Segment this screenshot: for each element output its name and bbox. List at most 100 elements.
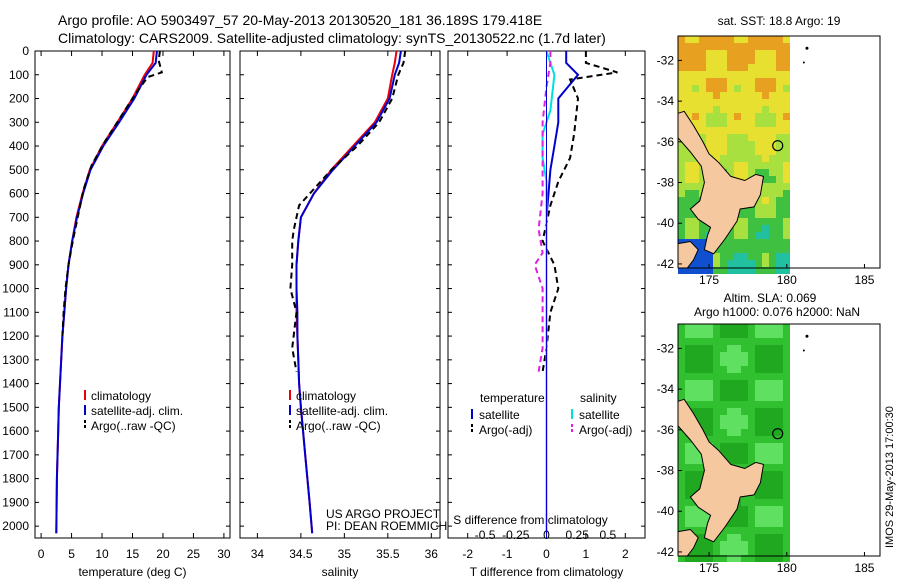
x-tick-label-temperature: 0 <box>38 547 45 561</box>
y-tick-label: 1400 <box>2 377 29 391</box>
x-tick-label-temperature: 25 <box>187 547 201 561</box>
legend-header-temperature: temperature <box>480 391 545 405</box>
map-y-tick-label: -40 <box>657 216 675 230</box>
kermadec-island <box>805 46 809 50</box>
map-x-tick-label: 180 <box>777 273 797 287</box>
map-y-tick-label: -32 <box>657 341 675 355</box>
series-line-argo-raw-qc- <box>289 50 407 372</box>
x-tick-label-temperature: 30 <box>217 547 231 561</box>
series-line-t-argo-adj- <box>541 51 618 372</box>
y-tick-label: 1100 <box>3 305 29 319</box>
x-tick-label-temperature: 10 <box>95 547 109 561</box>
legend-header-salinity: salinity <box>580 391 617 405</box>
x-tick-label-salinity: 36 <box>425 547 439 561</box>
secondary-axis-label: S difference from climatology <box>453 513 608 527</box>
legend-entry: climatology <box>91 389 151 403</box>
argo-float-marker <box>772 140 784 152</box>
y-tick-label: 1000 <box>2 282 29 296</box>
x-tick-label-salinity: 35.5 <box>376 547 400 561</box>
y-tick-label: 100 <box>9 68 29 82</box>
secondary-tick-label: -0.5 <box>475 528 496 542</box>
kermadec-island <box>805 334 809 338</box>
x-tick-label-difference: 1 <box>583 547 590 561</box>
imos-timestamp: IMOS 29-May-2013 17:00:30 <box>884 406 896 548</box>
series-line-climatology <box>55 50 155 534</box>
y-tick-label: 1700 <box>2 448 29 462</box>
plot-frame-salinity <box>239 50 441 539</box>
series-line-satellite-adj-clim- <box>55 50 158 534</box>
series-line-s-satellite <box>541 50 556 534</box>
legend-entry: satellite-adj. clim. <box>91 404 183 418</box>
map-x-tick-label: 175 <box>699 273 719 287</box>
project-credit: US ARGO PROJECT <box>326 507 441 521</box>
x-tick-label-temperature: 5 <box>68 547 75 561</box>
map-y-tick-label: -34 <box>657 94 675 108</box>
sst-map <box>677 35 881 274</box>
series-line-climatology <box>295 50 398 534</box>
y-tick-label: 200 <box>9 92 29 106</box>
map-y-tick-label: -42 <box>657 257 675 271</box>
kermadec-island <box>802 61 805 64</box>
sla-map-title-line1: Altim. SLA: 0.069 <box>724 291 817 305</box>
legend-entry: satellite <box>479 408 520 422</box>
legend-entry: Argo(..raw -QC) <box>91 419 176 433</box>
map-x-tick-label: 180 <box>777 561 797 575</box>
map-y-tick-label: -38 <box>657 176 675 190</box>
map-frame <box>677 323 881 557</box>
map-frame <box>677 35 881 269</box>
map-y-tick-label: -36 <box>657 423 675 437</box>
y-tick-label: 0 <box>22 44 29 58</box>
sla-map-title-line2: Argo h1000: 0.076 h2000: NaN <box>694 305 860 319</box>
secondary-tick-label: -0.25 <box>502 528 530 542</box>
map-y-tick-label: -40 <box>657 504 675 518</box>
y-tick-label: 700 <box>9 210 29 224</box>
x-tick-label-salinity: 34 <box>251 547 265 561</box>
y-tick-label: 1200 <box>2 329 29 343</box>
y-tick-label: 1500 <box>2 400 29 414</box>
map-y-tick-label: -36 <box>657 135 675 149</box>
secondary-tick-label: 0.25 <box>566 528 590 542</box>
y-tick-label: 400 <box>9 139 29 153</box>
map-x-tick-label: 185 <box>854 561 874 575</box>
argo-float-marker <box>772 428 784 440</box>
sst-map-title: sat. SST: 18.8 Argo: 19 <box>718 14 841 28</box>
x-tick-label-temperature: 20 <box>156 547 170 561</box>
y-tick-label: 1600 <box>2 424 29 438</box>
y-tick-label: 300 <box>9 115 29 129</box>
x-tick-label-difference: 2 <box>622 547 629 561</box>
kermadec-island <box>802 349 805 352</box>
x-axis-label-salinity: salinity <box>322 565 359 579</box>
north-island-land <box>677 398 765 543</box>
x-axis-label-difference: T difference from climatology <box>470 565 624 579</box>
y-tick-label: 2000 <box>2 519 29 533</box>
x-axis-label-temperature: temperature (deg C) <box>78 565 186 579</box>
map-y-tick-label: -42 <box>657 545 675 559</box>
map-x-tick-label: 185 <box>854 273 874 287</box>
x-tick-label-difference: -1 <box>502 547 513 561</box>
chart-title-line2: Climatology: CARS2009. Satellite-adjuste… <box>58 30 606 46</box>
legend-entry: Argo(-adj) <box>479 423 532 437</box>
north-island-land <box>677 110 765 255</box>
y-tick-label: 500 <box>9 163 29 177</box>
secondary-tick-label: 0.5 <box>600 528 617 542</box>
x-tick-label-temperature: 15 <box>126 547 140 561</box>
y-tick-label: 600 <box>9 187 29 201</box>
series-line-argo-raw-qc- <box>61 50 164 337</box>
y-tick-label: 900 <box>9 258 29 272</box>
map-y-tick-label: -32 <box>657 53 675 67</box>
series-line-s-argo-adj- <box>533 51 552 372</box>
sla-map <box>677 323 881 562</box>
y-tick-label: 800 <box>9 234 29 248</box>
legend-entry: Argo(-adj) <box>579 423 632 437</box>
legend-entry: satellite <box>579 408 620 422</box>
x-tick-label-salinity: 34.5 <box>289 547 313 561</box>
pi-credit: PI: DEAN ROEMMICH <box>326 519 447 533</box>
legend-entry: Argo(..raw -QC) <box>296 419 381 433</box>
y-tick-label: 1300 <box>2 353 29 367</box>
x-tick-label-difference: 0 <box>543 547 550 561</box>
series-line-satellite-adj-clim- <box>295 50 402 534</box>
x-tick-label-salinity: 35 <box>338 547 352 561</box>
chart-title-line1: Argo profile: AO 5903497_57 20-May-2013 … <box>58 12 543 28</box>
y-tick-label: 1800 <box>2 472 29 486</box>
